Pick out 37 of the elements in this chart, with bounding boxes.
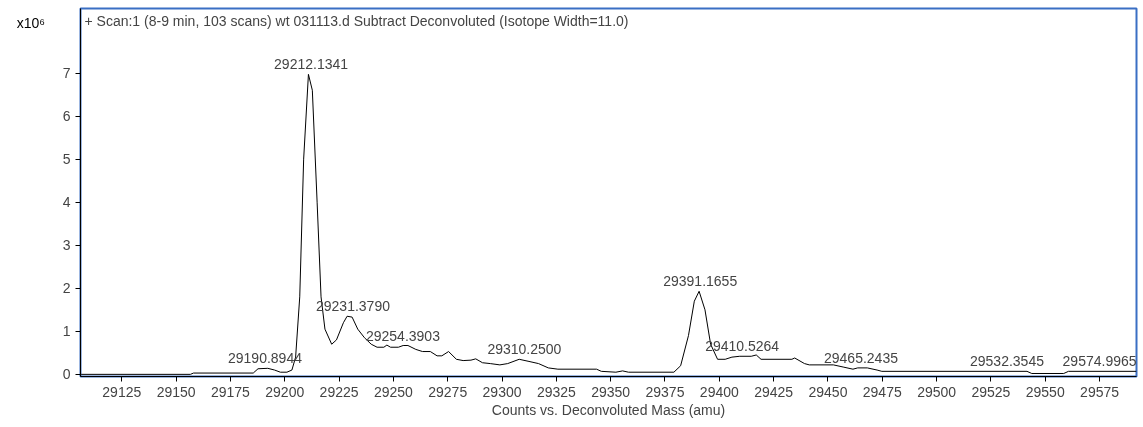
x-tick-label: 29125 [102,383,142,400]
x-tick-label: 29575 [1080,383,1120,400]
annotation: 29254.3903 [365,327,441,344]
x-tick-label: 29175 [210,383,251,400]
y-tick-label: 2 [62,280,71,297]
y-tick-label: 3 [62,237,71,254]
x-tick-label: 29275 [428,383,468,400]
x-tick-label: 29350 [591,383,631,400]
y-tick-label: 0 [62,366,71,383]
x-tick-label: 29150 [156,383,196,400]
x-tick-label: 29475 [862,383,902,400]
chart-title: + Scan:1 (8-9 min, 103 scans) wt 031113.d Subtract Deconvoluted (Isotope Width=11.0) [84,12,629,29]
y-tick-label: 1 [62,323,71,340]
x-tick-label: 29250 [373,383,414,400]
annotation: 29310.2500 [487,341,562,358]
x-tick-label: 29225 [319,383,359,400]
y-axis-title: x10⁶ [16,14,45,33]
y-tick-label: 6 [62,108,71,125]
annotation: 29574.9965 [1062,353,1137,370]
annotation: 29391.1655 [663,273,738,290]
x-tick-label: 29325 [536,383,577,400]
x-tick-label: 29300 [482,383,522,400]
y-tick-label: 5 [62,151,71,168]
x-tick-label: 29400 [699,383,739,400]
x-tick-label: 29450 [808,383,848,400]
y-tick-label: 7 [62,65,71,82]
x-tick-label: 29200 [265,383,305,400]
x-tick-label: 29500 [917,383,957,400]
annotation: 29532.3545 [970,353,1045,370]
x-tick-label: 29425 [754,383,794,400]
x-tick-label: 29525 [971,383,1011,400]
x-tick-label: 29375 [645,383,685,400]
x-axis-title: Counts vs. Deconvoluted Mass (amu) [491,401,726,418]
x-tick-label: 29550 [1025,383,1065,400]
annotation: 29465.2435 [824,349,899,366]
annotation: 29212.1341 [274,56,349,73]
y-tick-label: 4 [62,194,71,211]
